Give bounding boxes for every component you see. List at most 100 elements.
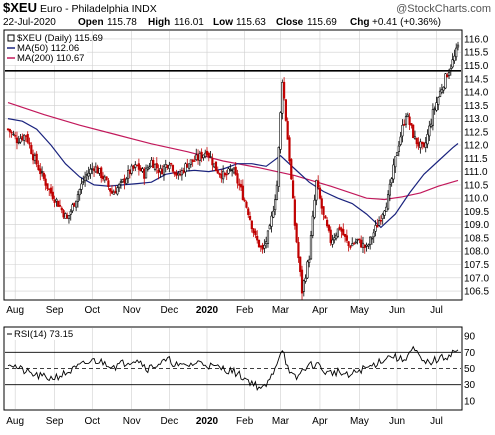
rsi-y-tick: 90 — [464, 332, 476, 343]
price-x-tick: May — [350, 305, 369, 316]
candle-body — [397, 145, 400, 152]
candle-body — [153, 163, 157, 170]
rsi-path — [7, 345, 459, 391]
price-x-tick: 2020 — [196, 305, 219, 316]
candle-body — [193, 160, 196, 162]
legend-price: $XEU (Daily) 115.69 — [7, 33, 103, 44]
candle-body — [96, 166, 99, 174]
candle-body — [329, 229, 332, 243]
candle-body — [110, 190, 114, 194]
candle-body — [189, 159, 192, 165]
candle-body — [421, 141, 424, 145]
candle-body — [300, 269, 304, 294]
candle-body — [26, 134, 29, 143]
candle-body — [392, 164, 395, 180]
candle-body — [44, 178, 47, 186]
price-y-tick: 109.5 — [464, 207, 489, 218]
candle-body — [369, 236, 372, 245]
candle-body — [78, 189, 81, 196]
candle-body — [331, 239, 334, 245]
candle-body — [370, 237, 374, 240]
candle-body — [378, 220, 381, 226]
price-x-axis: Aug Sep Oct Nov Dec 2020 Feb Mar Apr May Jun Jul — [6, 305, 443, 316]
candle-body — [424, 142, 427, 148]
candle-body — [83, 176, 87, 182]
low-value: 115.63 — [236, 17, 266, 28]
candle-body — [223, 172, 227, 176]
candle-body — [42, 172, 45, 179]
candle-body — [116, 187, 119, 195]
candle-body — [148, 166, 151, 169]
candle-body — [399, 136, 402, 145]
candle-body — [419, 141, 422, 149]
candle-body — [453, 55, 456, 62]
candle-body — [21, 136, 24, 140]
candle-body — [225, 173, 228, 176]
candle-body — [385, 206, 388, 212]
candle-body — [205, 150, 209, 156]
candle-body — [376, 225, 379, 228]
candle-body — [388, 183, 391, 196]
candle-body — [413, 136, 417, 140]
candle-body — [354, 241, 357, 244]
candle-body — [279, 112, 282, 150]
price-x-tick: Oct — [84, 305, 100, 316]
rsi-x-tick: Feb — [236, 416, 254, 427]
candle-body — [14, 135, 17, 137]
candle-body — [23, 134, 26, 141]
candle-body — [76, 194, 80, 202]
candle-body — [286, 121, 289, 140]
symbol-title: $XEU — [3, 0, 37, 15]
candle-body — [146, 167, 149, 170]
candle-body — [308, 259, 311, 263]
price-y-tick: 112.5 — [464, 127, 489, 138]
candle-body — [311, 215, 314, 236]
candle-body — [213, 163, 216, 168]
rsi-legend-label: RSI(14) 73.15 — [14, 329, 73, 340]
candle-body — [365, 244, 368, 247]
candle-body — [295, 223, 298, 243]
candle-body — [297, 241, 300, 259]
rsi-y-tick: 50 — [464, 364, 476, 375]
candle-body — [326, 219, 329, 227]
candle-body — [406, 114, 409, 117]
candle-body — [91, 168, 94, 170]
candle-body — [241, 185, 244, 201]
candle-body — [33, 155, 36, 161]
price-x-tick: Jun — [389, 305, 405, 316]
candle-body — [75, 200, 78, 208]
candle-body — [395, 152, 399, 156]
candle-body — [274, 199, 277, 211]
rsi-x-tick: Sep — [46, 416, 64, 427]
rsi-x-tick: May — [350, 416, 369, 427]
candle-body — [410, 123, 413, 126]
candle-body — [195, 154, 198, 160]
candle-body — [247, 208, 250, 216]
candle-body — [417, 142, 420, 147]
rsi-axis: 10 30 50 70 90 — [464, 332, 476, 408]
candle-body — [155, 163, 158, 169]
watermark: @StockCharts.com — [396, 3, 491, 15]
candle-body — [127, 170, 130, 179]
close-value: 115.69 — [307, 17, 337, 28]
price-y-tick: 111.5 — [464, 154, 488, 165]
candle-body — [309, 235, 313, 260]
candle-body — [66, 214, 69, 219]
candle-body — [179, 174, 182, 176]
price-y-tick: 114.0 — [464, 88, 489, 99]
rsi-x-tick: 2020 — [196, 416, 219, 427]
candle-body — [293, 199, 296, 226]
candle-body — [187, 163, 191, 169]
legend-ma50-label: MA(50) 112.06 — [17, 43, 79, 54]
candle-body — [35, 153, 38, 165]
high-value: 116.01 — [174, 17, 204, 28]
candle-body — [73, 202, 76, 207]
legend-ma200-label: MA(200) 110.67 — [17, 53, 84, 64]
legend-ma50: MA(50) 112.06 — [7, 43, 79, 54]
candle-body — [327, 224, 331, 231]
candle-body — [291, 180, 295, 199]
quote-date: 22-Jul-2020 — [3, 17, 56, 28]
price-y-tick: 115.5 — [464, 48, 489, 59]
candle-body — [272, 210, 275, 218]
